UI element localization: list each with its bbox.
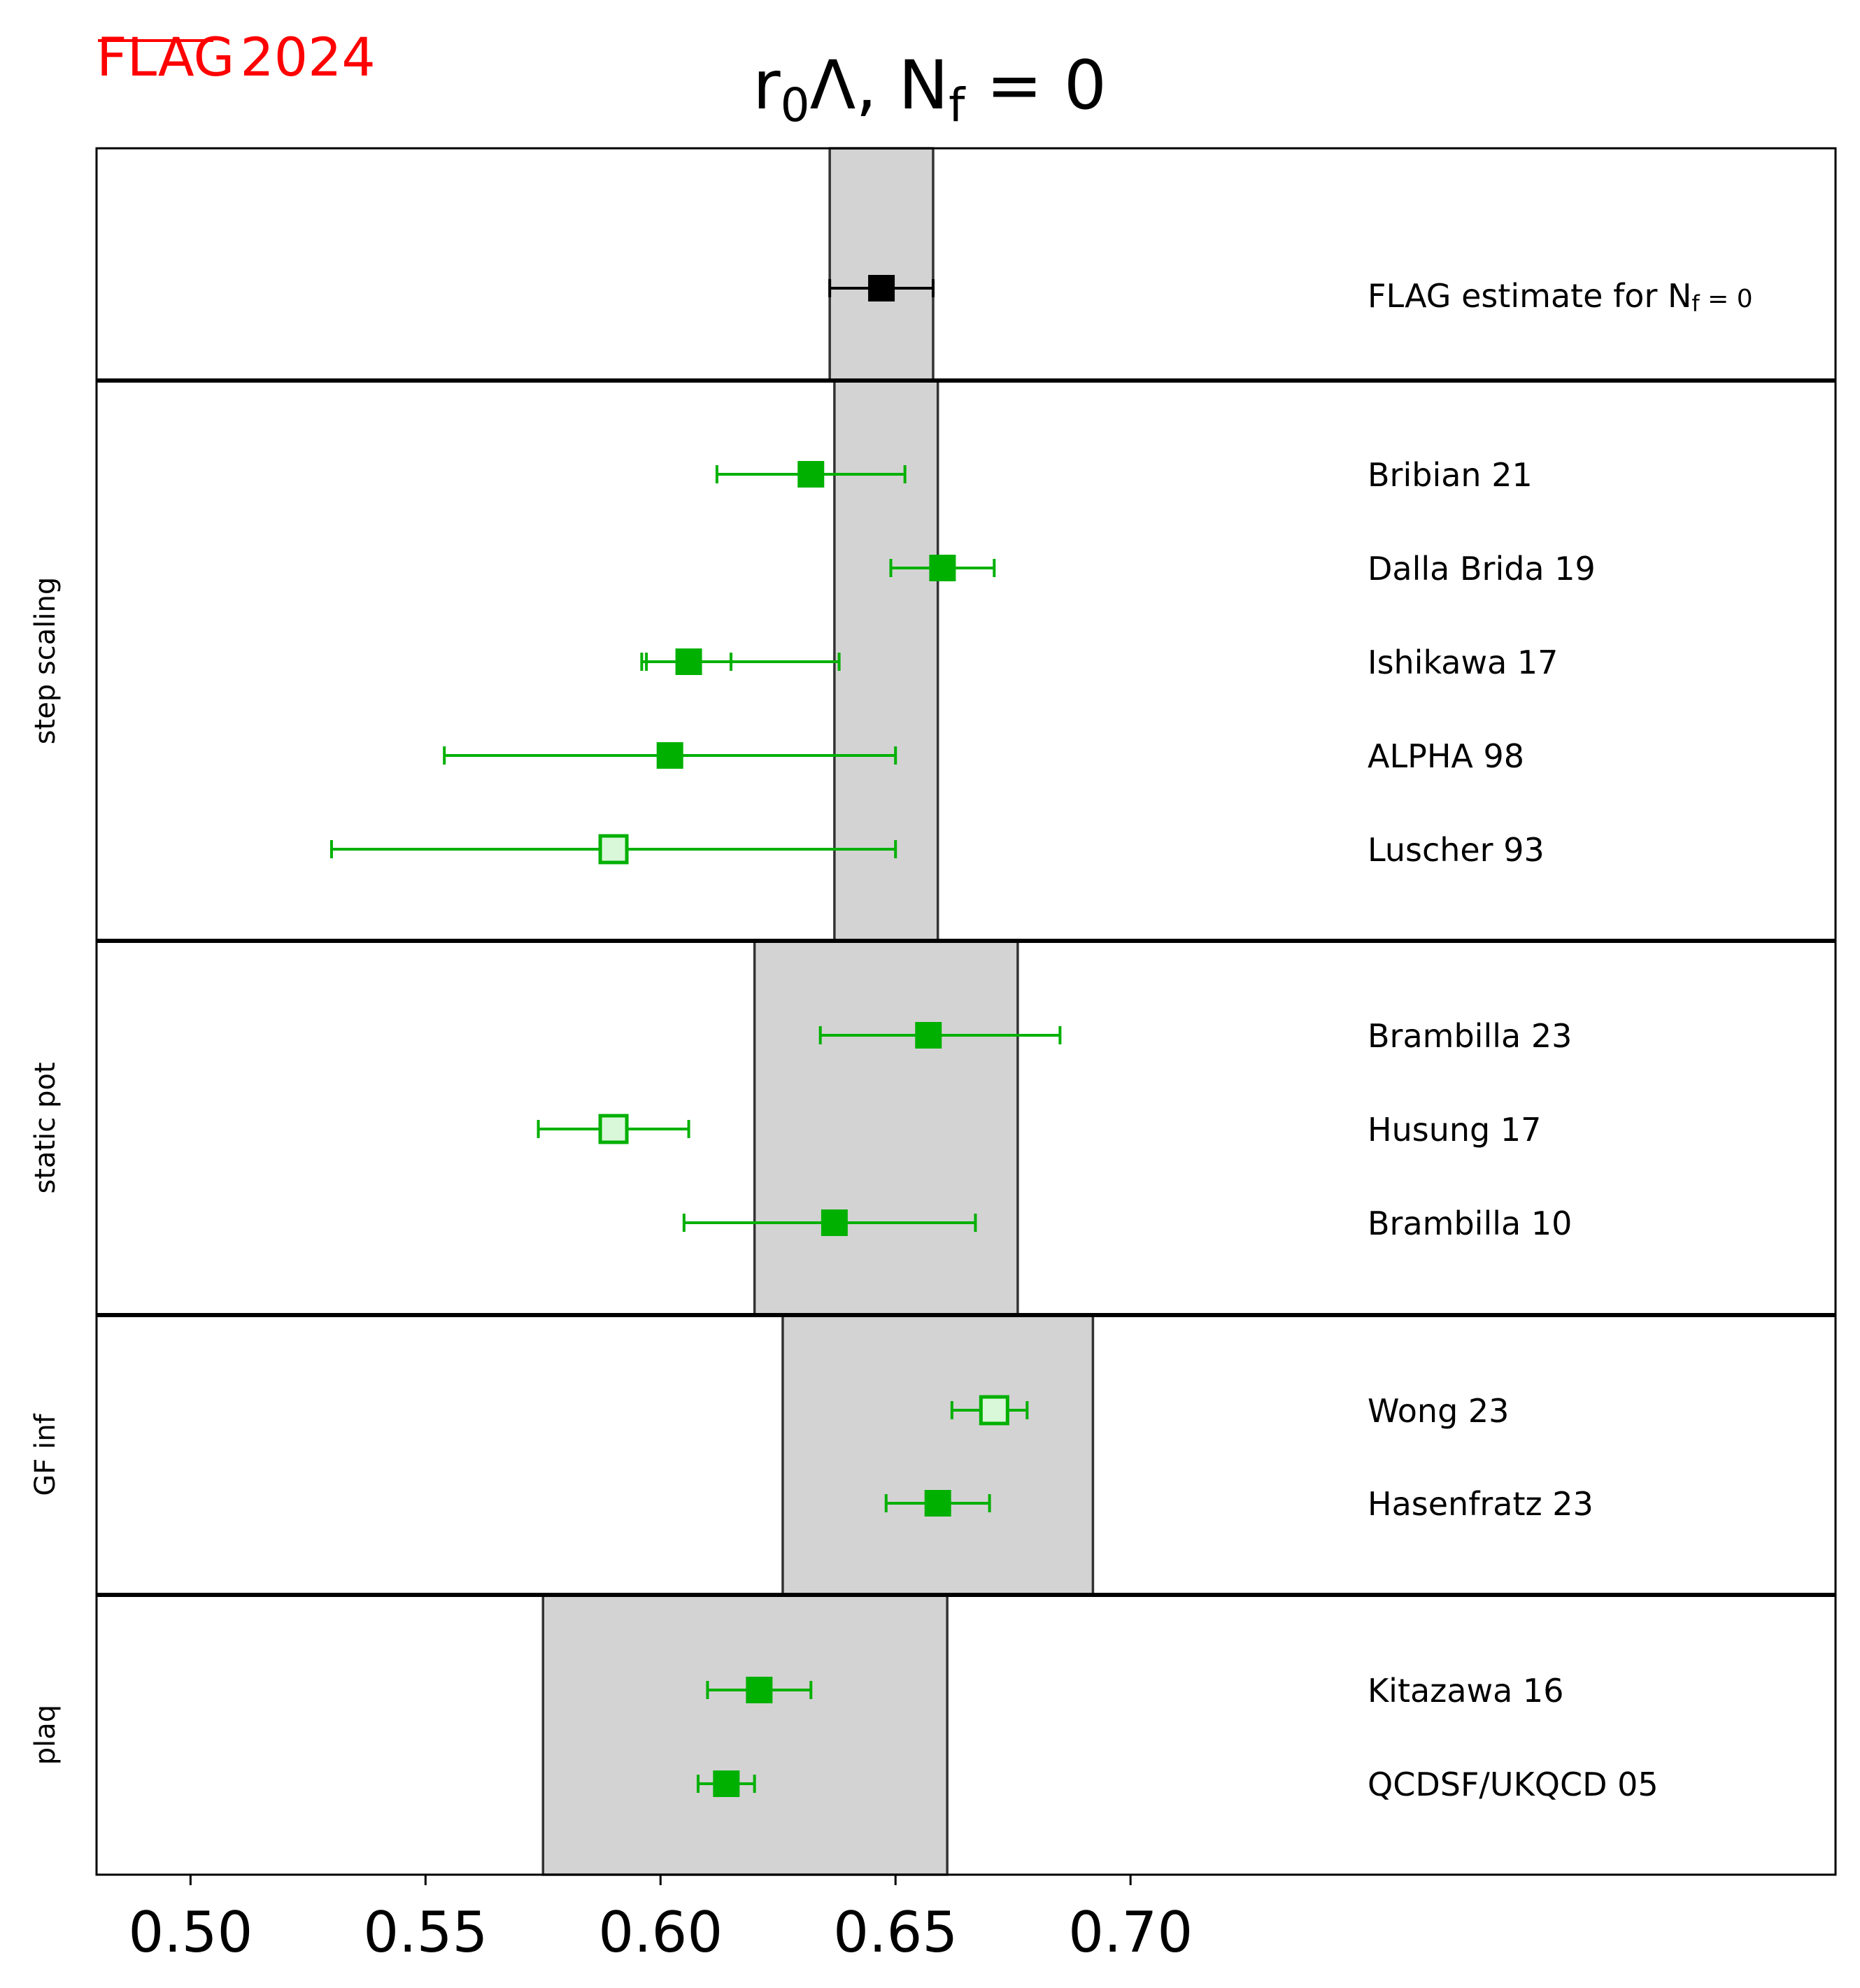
flag-logo-year: 2024 bbox=[240, 26, 375, 88]
band-plaq bbox=[541, 1593, 949, 1876]
label-husung-17: Husung 17 bbox=[1368, 1111, 1541, 1149]
x-tick-label-0.70: 0.70 bbox=[1068, 1900, 1193, 1965]
estimate-marker bbox=[868, 275, 895, 301]
group-label-static-pot: static pot bbox=[29, 1062, 62, 1193]
label-ishikawa-17: Ishikawa 17 bbox=[1368, 644, 1558, 681]
point-alpha-98 bbox=[656, 742, 683, 769]
band-static-pot bbox=[753, 939, 1019, 1316]
label-dalla-brida-19: Dalla Brida 19 bbox=[1368, 550, 1596, 588]
point-hasenfratz-23 bbox=[924, 1490, 951, 1517]
point-luscher-93 bbox=[598, 834, 629, 865]
label-brambilla-23: Brambilla 23 bbox=[1368, 1017, 1572, 1055]
errorbar-layer bbox=[329, 275, 1062, 1797]
point-bribian-21 bbox=[797, 461, 825, 488]
point-husung-17 bbox=[598, 1114, 629, 1144]
estimate-band bbox=[828, 147, 935, 382]
estimate-label: FLAG estimate for Nf = 0 bbox=[1368, 277, 1753, 317]
group-label-gf-inf: GF inf bbox=[29, 1413, 62, 1496]
point-brambilla-10 bbox=[821, 1209, 848, 1236]
plot-frame bbox=[95, 147, 1837, 1876]
label-wong-23: Wong 23 bbox=[1368, 1392, 1509, 1430]
point-dalla-brida-19 bbox=[929, 555, 956, 581]
chart-title: r0Λ, Nf = 0 bbox=[753, 46, 1107, 132]
band-step-scaling bbox=[833, 379, 939, 942]
label-kitazawa-16: Kitazawa 16 bbox=[1368, 1672, 1563, 1710]
flag-logo-text: FLAG bbox=[97, 26, 234, 88]
point-kitazawa-16 bbox=[746, 1677, 773, 1703]
label-qcdsf-ukqcd-05: QCDSF/UKQCD 05 bbox=[1368, 1766, 1659, 1803]
frame-layer bbox=[95, 147, 1837, 1876]
x-tick-label-0.55: 0.55 bbox=[363, 1900, 488, 1965]
x-tick-label-0.60: 0.60 bbox=[598, 1900, 723, 1965]
x-tick-label-0.65: 0.65 bbox=[833, 1900, 958, 1965]
point-ishikawa-17 bbox=[675, 648, 702, 675]
flag-logo: FLAG 2024 bbox=[97, 26, 376, 88]
x-tick-label-0.50: 0.50 bbox=[128, 1900, 253, 1965]
point-qcdsf-ukqcd-05 bbox=[713, 1770, 740, 1797]
x-axis: 0.50 0.55 0.60 0.65 0.70 bbox=[128, 1875, 1193, 1965]
bands-layer bbox=[541, 147, 1095, 1876]
group-label-plaq: plaq bbox=[29, 1705, 62, 1765]
point-brambilla-23 bbox=[915, 1022, 942, 1049]
group-label-step-scaling: step scaling bbox=[29, 577, 62, 745]
band-gf-inf bbox=[781, 1314, 1095, 1596]
label-luscher-93: Luscher 93 bbox=[1368, 831, 1545, 869]
point-wong-23 bbox=[979, 1395, 1009, 1426]
label-bribian-21: Bribian 21 bbox=[1368, 456, 1533, 494]
label-brambilla-10: Brambilla 10 bbox=[1368, 1205, 1572, 1242]
label-alpha-98: ALPHA 98 bbox=[1368, 737, 1524, 775]
label-hasenfratz-23: Hasenfratz 23 bbox=[1368, 1485, 1593, 1523]
label-layer: FLAG estimate for Nf = 0 Bribian 21 Dalla … bbox=[29, 277, 1753, 1803]
